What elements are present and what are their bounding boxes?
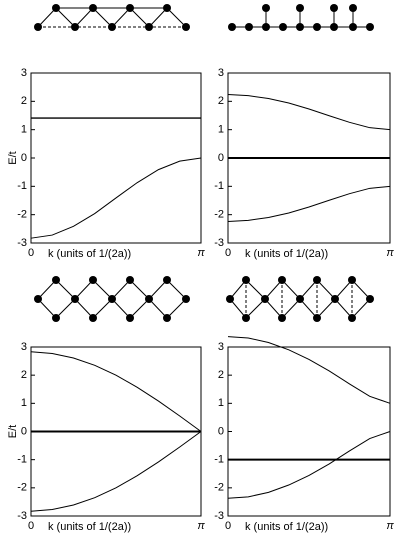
band-line bbox=[227, 336, 391, 404]
x-tick-label: π bbox=[386, 520, 394, 532]
y-tick-label: 1 bbox=[21, 397, 27, 409]
y-tick-label: -1 bbox=[17, 180, 27, 192]
y-tick-label: 3 bbox=[218, 67, 224, 79]
y-tick-label: 3 bbox=[21, 341, 27, 353]
band-line bbox=[227, 431, 391, 499]
y-tick-label: 2 bbox=[218, 95, 224, 107]
plot-frame bbox=[227, 346, 391, 517]
sawtooth-lattice bbox=[34, 4, 190, 31]
x-axis-label: k (units of 1/(2a)) bbox=[48, 521, 131, 533]
y-tick-label: 0 bbox=[218, 425, 224, 437]
y-tick-label: 3 bbox=[21, 67, 27, 79]
y-tick-label: -2 bbox=[214, 209, 224, 221]
band-line bbox=[227, 185, 391, 222]
comb-lattice bbox=[228, 4, 374, 31]
plot-frame bbox=[30, 72, 202, 244]
y-tick-label: 3 bbox=[218, 341, 224, 353]
x-tick-label: π bbox=[386, 247, 394, 259]
x-tick-label: 0 bbox=[225, 247, 231, 259]
x-axis-label: k (units of 1/(2a)) bbox=[245, 521, 328, 533]
diamond-lattice bbox=[34, 276, 190, 322]
band-line bbox=[227, 94, 391, 131]
y-tick-label: 1 bbox=[21, 124, 27, 136]
y-axis-label: E/t bbox=[7, 425, 19, 438]
x-tick-label: 0 bbox=[225, 520, 231, 532]
y-tick-label: 2 bbox=[21, 95, 27, 107]
y-tick-label: -3 bbox=[17, 510, 27, 522]
x-tick-label: π bbox=[197, 520, 205, 532]
band-line bbox=[30, 431, 202, 512]
y-tick-label: 1 bbox=[218, 397, 224, 409]
y-axis-label: E/t bbox=[7, 151, 19, 164]
y-tick-label: 1 bbox=[218, 124, 224, 136]
diamond-dashed-lattice bbox=[226, 276, 374, 322]
x-axis-label: k (units of 1/(2a)) bbox=[48, 248, 131, 260]
y-tick-label: -1 bbox=[214, 180, 224, 192]
y-tick-label: 2 bbox=[218, 369, 224, 381]
y-tick-label: 0 bbox=[21, 425, 27, 437]
band-line bbox=[30, 351, 202, 432]
y-tick-label: 0 bbox=[218, 152, 224, 164]
band-line bbox=[30, 157, 202, 239]
y-tick-label: 2 bbox=[21, 369, 27, 381]
x-tick-label: 0 bbox=[28, 247, 34, 259]
y-tick-label: 0 bbox=[21, 152, 27, 164]
y-tick-label: -1 bbox=[214, 454, 224, 466]
y-tick-label: -2 bbox=[214, 482, 224, 494]
y-tick-label: -3 bbox=[214, 237, 224, 249]
x-axis-label: k (units of 1/(2a)) bbox=[245, 248, 328, 260]
x-tick-label: 0 bbox=[28, 520, 34, 532]
y-tick-label: -2 bbox=[17, 482, 27, 494]
y-tick-label: -2 bbox=[17, 209, 27, 221]
x-tick-label: π bbox=[197, 247, 205, 259]
y-tick-label: -1 bbox=[17, 454, 27, 466]
y-tick-label: -3 bbox=[214, 510, 224, 522]
y-tick-label: -3 bbox=[17, 237, 27, 249]
